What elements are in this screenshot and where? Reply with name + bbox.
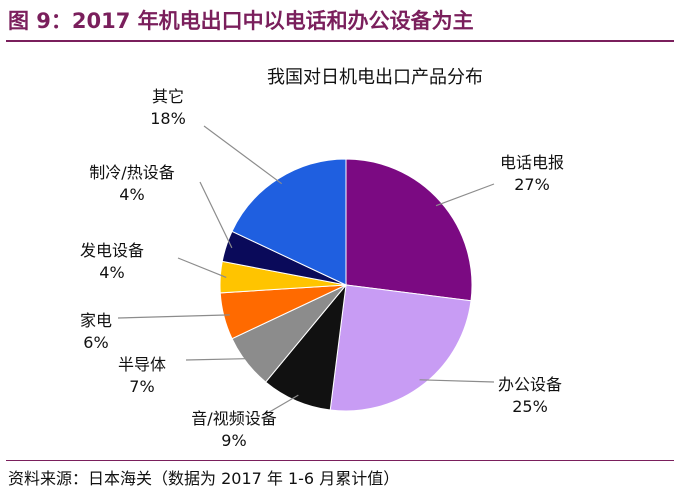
leader-line	[419, 379, 495, 383]
figure-title: 图 9：2017 年机电出口中以电话和办公设备为主	[8, 9, 474, 33]
slice-labels: 电话电报 27% 办公设备 25% 音/视频设备 9% 半导体 7% 家电 6% 发电设备 4% 制冷/…	[80, 87, 564, 450]
slice-label: 电话电报	[500, 153, 564, 172]
slice-label: 音/视频设备	[191, 409, 276, 428]
leader-line	[435, 183, 495, 207]
chart-title: 我国对日机电出口产品分布	[267, 67, 483, 88]
slice-label: 办公设备	[498, 375, 562, 394]
slice-value-label: 6%	[83, 333, 108, 352]
slice-label: 家电	[80, 311, 112, 330]
pie-slice	[345, 158, 473, 302]
leader-line	[185, 357, 252, 361]
slice-label: 制冷/热设备	[89, 163, 174, 182]
leader-lines	[117, 125, 495, 415]
leader-line	[199, 181, 233, 249]
slice-value-label: 18%	[150, 109, 186, 128]
slice-value-label: 9%	[221, 431, 246, 450]
leader-line	[117, 314, 230, 319]
slice-label: 其它	[152, 87, 184, 106]
slice-label: 半导体	[118, 355, 166, 374]
slice-value-label: 4%	[119, 185, 144, 204]
leader-line	[177, 257, 227, 279]
pie-slice	[329, 284, 472, 412]
leader-line	[265, 394, 299, 415]
title-rule	[6, 40, 674, 42]
pie-slice	[231, 158, 347, 286]
slice-value-label: 7%	[129, 377, 154, 396]
source-rule	[6, 460, 674, 461]
slice-value-label: 4%	[99, 263, 124, 282]
slice-value-label: 25%	[512, 397, 548, 416]
source-note: 资料来源：日本海关（数据为 2017 年 1-6 月累计值）	[8, 469, 400, 488]
pie-slices	[219, 158, 473, 412]
slice-value-label: 27%	[514, 175, 550, 194]
leader-line	[203, 125, 283, 185]
slice-label: 发电设备	[80, 241, 144, 260]
